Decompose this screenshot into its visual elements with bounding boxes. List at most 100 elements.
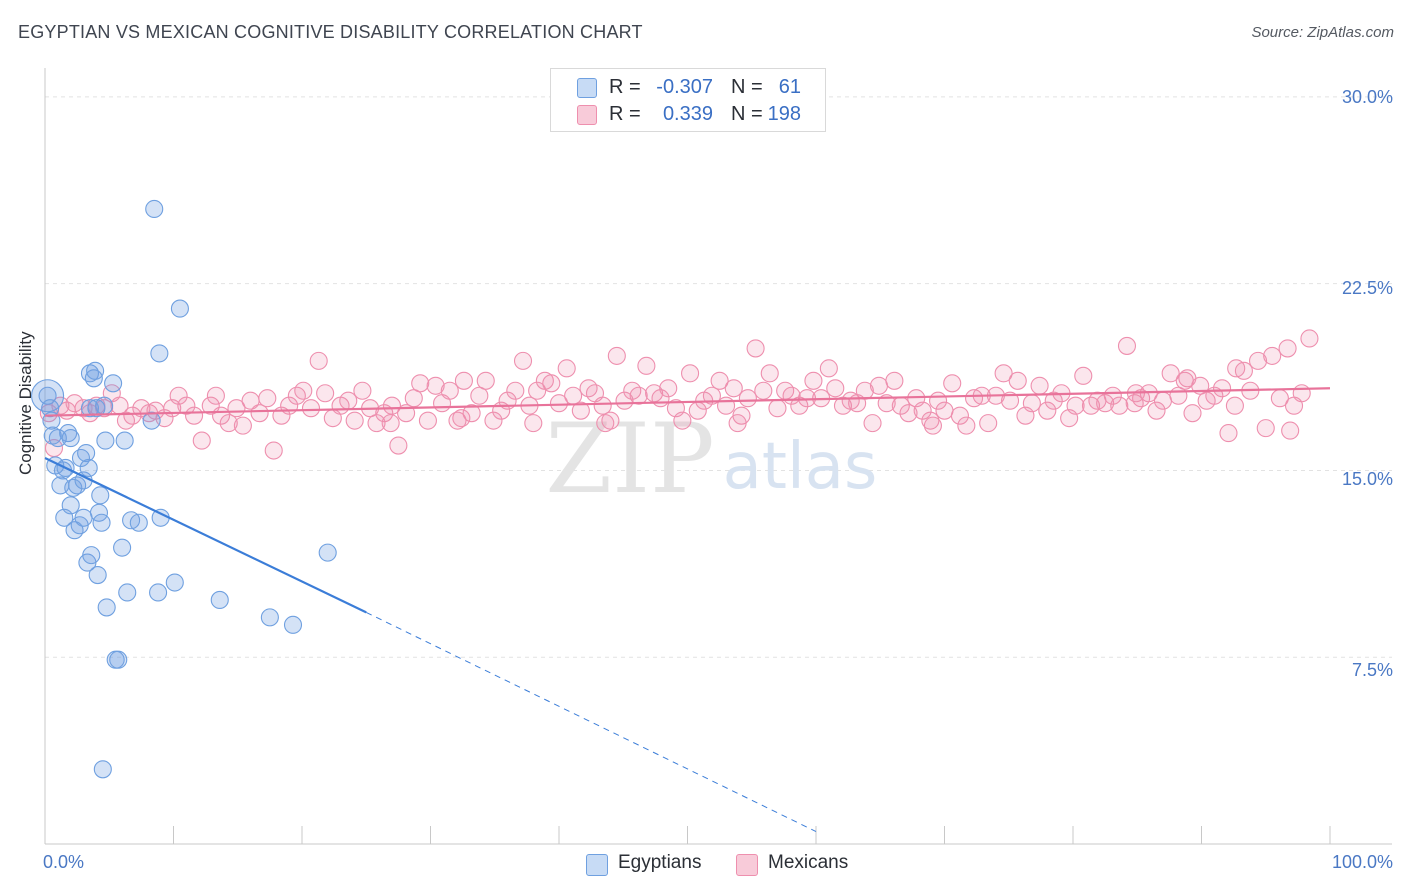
mexicans-point [1044,391,1063,410]
y-tick-label: 30.0% [1341,87,1393,107]
mexicans-point [629,386,648,405]
legend-swatch-mexicans [577,105,597,125]
mexicans-point [1178,369,1197,388]
mexicans-point [233,416,252,435]
mexicans-point [601,411,620,430]
watermark-atlas: atlas [723,430,878,504]
legend-r-value: -0.307 [656,76,713,98]
mexicans-point [557,359,576,378]
y-axis-label: Cognitive Disability [16,331,35,475]
egyptians-point [142,411,161,430]
mexicans-point [411,374,430,393]
egyptians-point [80,399,100,418]
legend-swatch-mexicans [736,854,758,876]
legend-n-value: 198 [767,103,801,125]
egyptians-point [65,521,84,540]
legend-row-mexicans: R = 0.339 N = 198 [551,101,825,127]
mexicans-point [1219,424,1238,443]
mexicans-point [169,386,188,405]
legend-label-mexicans: Mexicans [768,852,849,873]
mexicans-point [1117,336,1137,355]
mexicans-point [1030,376,1049,395]
mexicans-point [943,374,962,393]
y-tick-label: 22.5% [1341,278,1393,298]
mexicans-point [1213,379,1232,398]
legend-n-label: N = [731,76,763,98]
mexicans-point [264,441,283,460]
egyptians-point [88,565,107,585]
mexicans-point [728,414,747,433]
mexicans-point [1066,396,1085,415]
series-legend: Egyptians Mexicans [0,852,1406,878]
x-tick-label-start: 0.0% [43,852,85,872]
egyptians-point [61,429,80,448]
mexicans-point [935,401,954,420]
mexicans-point [484,411,503,430]
egyptians-point [79,458,98,478]
egyptians-point [71,448,91,468]
egyptians-point [43,426,62,445]
egyptians-point [113,538,132,557]
mexicans-point [1183,404,1202,423]
egyptians-point [61,496,80,515]
mexicans-point [768,399,787,418]
egyptians-point [109,650,128,669]
mexicans-point [885,371,904,390]
mexicans-point [1147,401,1166,420]
egyptians-point [97,598,116,617]
mexicans-point [1000,391,1020,410]
mexicans-point [738,389,757,408]
mexicans-point [1096,394,1115,413]
egyptians-point [129,513,148,532]
mexicans-point [681,364,700,383]
mexicans-point [754,381,773,400]
mexicans-point [913,401,932,420]
chart-title: EGYPTIAN VS MEXICAN COGNITIVE DISABILITY… [18,22,643,42]
mexicans-point [1110,396,1129,415]
egyptians-point [318,543,337,562]
egyptians-point [115,431,134,450]
mexicans-point [710,371,729,390]
mexicans-point [192,431,211,450]
mexicans-point [615,391,634,410]
mexicans-point [1008,371,1027,390]
mexicans-point [921,411,940,430]
mexicans-point [452,409,471,428]
mexicans-point [1038,401,1057,420]
legend-swatch-egyptians [586,854,608,876]
egyptians-point [93,760,112,779]
mexicans-point [513,351,533,370]
mexicans-point [1225,396,1244,415]
mexicans-point [1022,394,1041,413]
mexicans-point [418,411,437,430]
mexicans-point [979,414,998,433]
egyptians-point [92,513,111,532]
mexicans-point [957,416,976,435]
egyptians-trend-line [44,457,367,614]
mexicans-point [1103,386,1122,405]
mexicans-point [1263,346,1282,365]
egyptians-point [95,396,114,415]
mexicans-point [869,376,889,395]
mexicans-point [877,394,896,413]
mexicans-point [506,381,525,400]
y-tick-label: 15.0% [1341,469,1393,489]
mexicans-point [1074,366,1093,385]
mexicans-point [524,414,543,433]
mexicans-point [923,416,942,435]
mexicans-point [339,391,358,410]
egyptians-point [150,344,169,363]
mexicans-point [476,371,495,390]
mexicans-point [950,406,969,425]
mexicans-point [1300,329,1319,348]
egyptians-point [165,573,184,592]
axes [44,68,1392,845]
source-label: Source: ZipAtlas.com [1251,24,1394,41]
egyptians-point [77,443,96,463]
egyptians-point [48,429,67,448]
mexicans-point [899,404,918,423]
mexicans-point [462,404,481,423]
legend-label-egyptians: Egyptians [618,852,702,873]
egyptians-point [145,199,164,219]
